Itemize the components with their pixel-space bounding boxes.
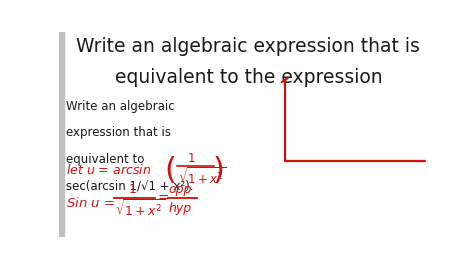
Text: (: ( (164, 156, 176, 185)
Text: $\sqrt{1+x^2}$: $\sqrt{1+x^2}$ (115, 198, 165, 220)
Text: $Sin$ $u$ =: $Sin$ $u$ = (66, 196, 115, 210)
Text: opp: opp (169, 183, 192, 196)
Text: equivalent to the expression: equivalent to the expression (115, 68, 382, 87)
Bar (59, 32, 64, 237)
Text: equivalent to: equivalent to (66, 153, 144, 166)
Text: let $u$ = arcsin: let $u$ = arcsin (66, 163, 151, 177)
Text: 1: 1 (129, 183, 137, 196)
Text: Write an algebraic expression that is: Write an algebraic expression that is (76, 37, 420, 56)
Text: sec(arcsin 1/√1 + x²).: sec(arcsin 1/√1 + x²). (66, 179, 193, 192)
Text: 1: 1 (188, 152, 195, 165)
Text: =: = (158, 192, 169, 206)
Text: $\sqrt{1+x^2}$: $\sqrt{1+x^2}$ (178, 166, 226, 187)
Text: ): ) (213, 156, 225, 185)
Text: expression that is: expression that is (66, 126, 171, 139)
Text: hyp: hyp (169, 202, 192, 215)
Text: Write an algebraic: Write an algebraic (66, 99, 174, 113)
